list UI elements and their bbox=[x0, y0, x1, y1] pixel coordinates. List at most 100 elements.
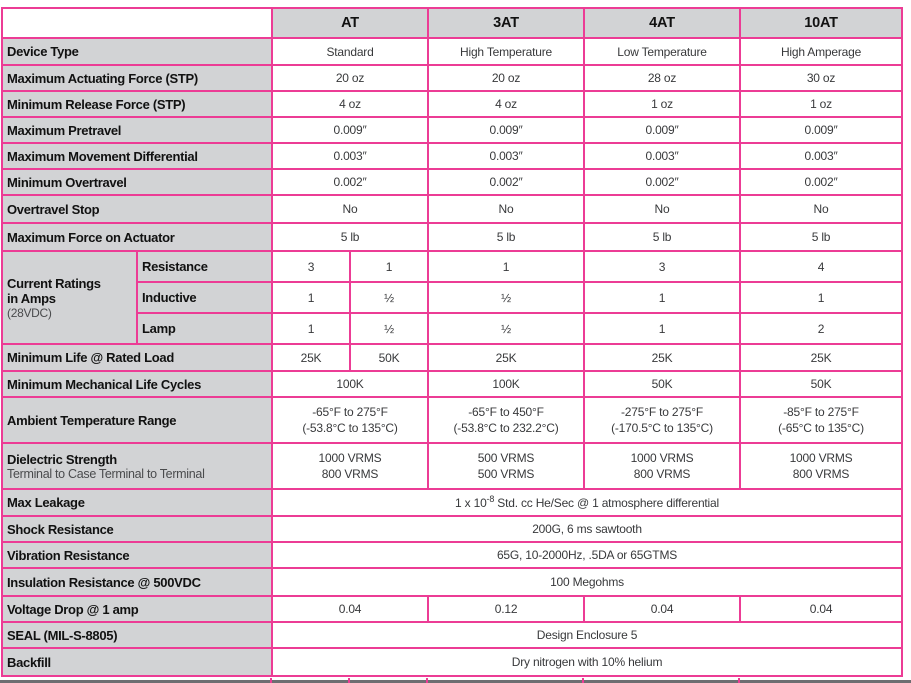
temp-f: -275°F to 275°F bbox=[621, 405, 703, 419]
row-device-type: Device Type Standard High Temperature Lo… bbox=[1, 37, 904, 66]
cell-span-all: Design Enclosure 5 bbox=[270, 621, 904, 649]
cell-3at: 100K bbox=[427, 370, 586, 398]
vrms-case: 1000 VRMS bbox=[630, 451, 694, 465]
row-label-voltage-drop: Voltage Drop @ 1 amp bbox=[1, 595, 273, 623]
cell-10at: -85°F to 275°F (-65°C to 135°C) bbox=[739, 396, 904, 444]
row-backfill: Backfill Dry nitrogen with 10% helium bbox=[1, 647, 904, 677]
cell-at: 100K bbox=[270, 370, 430, 398]
cell-4at: 1 bbox=[583, 281, 742, 314]
cell-span-all: Dry nitrogen with 10% helium bbox=[270, 647, 904, 677]
cell-3at: 0.12 bbox=[427, 595, 586, 623]
cell-at-b: ½ bbox=[348, 281, 430, 314]
vrms-terminal: 800 VRMS bbox=[321, 467, 379, 481]
cell-10at: 25K bbox=[739, 343, 904, 372]
row-shock: Shock Resistance 200G, 6 ms sawtooth bbox=[1, 515, 904, 543]
row-insulation: Insulation Resistance @ 500VDC 100 Megoh… bbox=[1, 567, 904, 597]
row-label-device-type: Device Type bbox=[1, 37, 273, 66]
cell-4at: 0.002″ bbox=[583, 168, 742, 196]
cell-4at: -275°F to 275°F (-170.5°C to 135°C) bbox=[583, 396, 742, 444]
cell-at-b: 50K bbox=[348, 343, 430, 372]
cell-at: 5 lb bbox=[270, 222, 430, 252]
cell-10at: 0.002″ bbox=[739, 168, 904, 196]
cell-at: 0.002″ bbox=[270, 168, 430, 196]
leakage-suffix: Std. cc He/Sec @ 1 atmosphere differenti… bbox=[494, 495, 719, 510]
cell-at: 20 oz bbox=[270, 64, 430, 92]
row-label-backfill: Backfill bbox=[1, 647, 273, 677]
cell-at: -65°F to 275°F (-53.8°C to 135°C) bbox=[270, 396, 430, 444]
temp-f: -65°F to 275°F bbox=[312, 405, 388, 419]
row-voltage-drop: Voltage Drop @ 1 amp 0.04 0.12 0.04 0.04 bbox=[1, 595, 904, 623]
cell-3at: ½ bbox=[427, 312, 586, 345]
row-label-max-leakage: Max Leakage bbox=[1, 488, 273, 517]
row-current-ratings-inductive: Inductive 1 ½ ½ 1 1 bbox=[2, 281, 904, 314]
cell-at-b: 1 bbox=[348, 250, 430, 283]
cell-10at: 1000 VRMS 800 VRMS bbox=[739, 442, 904, 490]
cell-10at: No bbox=[739, 194, 904, 224]
sub-row-label-inductive: Inductive bbox=[136, 281, 273, 314]
row-label-max-movement-differential: Maximum Movement Differential bbox=[1, 142, 273, 170]
cell-span-all: 100 Megohms bbox=[270, 567, 904, 597]
column-divider-tick bbox=[582, 678, 584, 683]
cell-10at: 1 oz bbox=[739, 90, 904, 118]
cell-at: 0.04 bbox=[270, 595, 430, 623]
cell-at: Standard bbox=[270, 37, 430, 66]
row-label-seal: SEAL (MIL-S-8805) bbox=[1, 621, 273, 649]
row-seal: SEAL (MIL-S-8805) Design Enclosure 5 bbox=[1, 621, 904, 649]
row-min-life: Minimum Life @ Rated Load 25K 50K 25K 25… bbox=[1, 343, 904, 372]
row-label-min-overtravel: Minimum Overtravel bbox=[1, 168, 273, 196]
row-current-ratings-lamp: Lamp 1 ½ ½ 1 2 bbox=[2, 312, 904, 345]
column-header-10at: 10AT bbox=[739, 7, 904, 39]
leakage-prefix: 1 x 10 bbox=[455, 495, 487, 510]
cell-4at: 1000 VRMS 800 VRMS bbox=[583, 442, 742, 490]
vrms-case: 1000 VRMS bbox=[789, 451, 853, 465]
cell-10at: High Amperage bbox=[739, 37, 904, 66]
row-label-max-actuating-force: Maximum Actuating Force (STP) bbox=[1, 64, 273, 92]
cell-span-all: 200G, 6 ms sawtooth bbox=[270, 515, 904, 543]
row-current-ratings-resistance: Current Ratings in Amps (28VDC) Resistan… bbox=[1, 250, 904, 345]
cell-4at: 0.009″ bbox=[583, 116, 742, 144]
cell-at-a: 1 bbox=[271, 281, 351, 314]
row-label-insulation: Insulation Resistance @ 500VDC bbox=[1, 567, 273, 597]
sub-row-label-resistance: Resistance bbox=[136, 250, 273, 283]
row-max-pretravel: Maximum Pretravel 0.009″ 0.009″ 0.009″ 0… bbox=[1, 116, 904, 144]
row-min-overtravel: Minimum Overtravel 0.002″ 0.002″ 0.002″ … bbox=[1, 168, 904, 196]
cell-3at: High Temperature bbox=[427, 37, 586, 66]
row-label-shock: Shock Resistance bbox=[1, 515, 273, 543]
cell-3at: -65°F to 450°F (-53.8°C to 232.2°C) bbox=[427, 396, 586, 444]
cell-3at: 0.002″ bbox=[427, 168, 586, 196]
temp-c: (-65°C to 135°C) bbox=[778, 421, 864, 435]
cell-4at: 1 oz bbox=[583, 90, 742, 118]
cell-3at: 5 lb bbox=[427, 222, 586, 252]
cell-4at: 25K bbox=[583, 343, 742, 372]
row-label-max-pretravel: Maximum Pretravel bbox=[1, 116, 273, 144]
group-label-line2: in Amps bbox=[7, 290, 56, 306]
cell-span-all: 65G, 10-2000Hz, .5DA or 65GTMS bbox=[270, 541, 904, 569]
cell-3at: 1 bbox=[427, 250, 586, 283]
cell-at: 1000 VRMS 800 VRMS bbox=[270, 442, 430, 490]
vrms-case: 500 VRMS bbox=[477, 451, 535, 465]
cell-3at: 20 oz bbox=[427, 64, 586, 92]
header-row: AT 3AT 4AT 10AT bbox=[1, 7, 904, 39]
temp-c: (-53.8°C to 135°C) bbox=[302, 421, 398, 435]
column-divider-tick bbox=[348, 678, 350, 683]
row-label-ambient-temp: Ambient Temperature Range bbox=[1, 396, 273, 444]
cell-3at: No bbox=[427, 194, 586, 224]
cell-at: No bbox=[270, 194, 430, 224]
sub-row-label-lamp: Lamp bbox=[136, 312, 273, 345]
leakage-exponent: -8 bbox=[486, 493, 495, 504]
row-dielectric: Dielectric Strength Terminal to Case Ter… bbox=[1, 442, 904, 490]
temp-c: (-53.8°C to 232.2°C) bbox=[453, 421, 559, 435]
next-section-edge bbox=[0, 680, 911, 683]
column-divider-tick bbox=[270, 678, 272, 683]
cell-at: 4 oz bbox=[270, 90, 430, 118]
cell-4at: 3 bbox=[583, 250, 742, 283]
cell-10at: 4 bbox=[739, 250, 904, 283]
column-header-at: AT bbox=[270, 7, 430, 39]
row-label-mech-life: Minimum Mechanical Life Cycles bbox=[1, 370, 273, 398]
cell-3at: ½ bbox=[427, 281, 586, 314]
cell-4at: Low Temperature bbox=[583, 37, 742, 66]
temp-f: -65°F to 450°F bbox=[468, 405, 544, 419]
cell-at-a: 3 bbox=[271, 250, 351, 283]
cell-4at: 28 oz bbox=[583, 64, 742, 92]
